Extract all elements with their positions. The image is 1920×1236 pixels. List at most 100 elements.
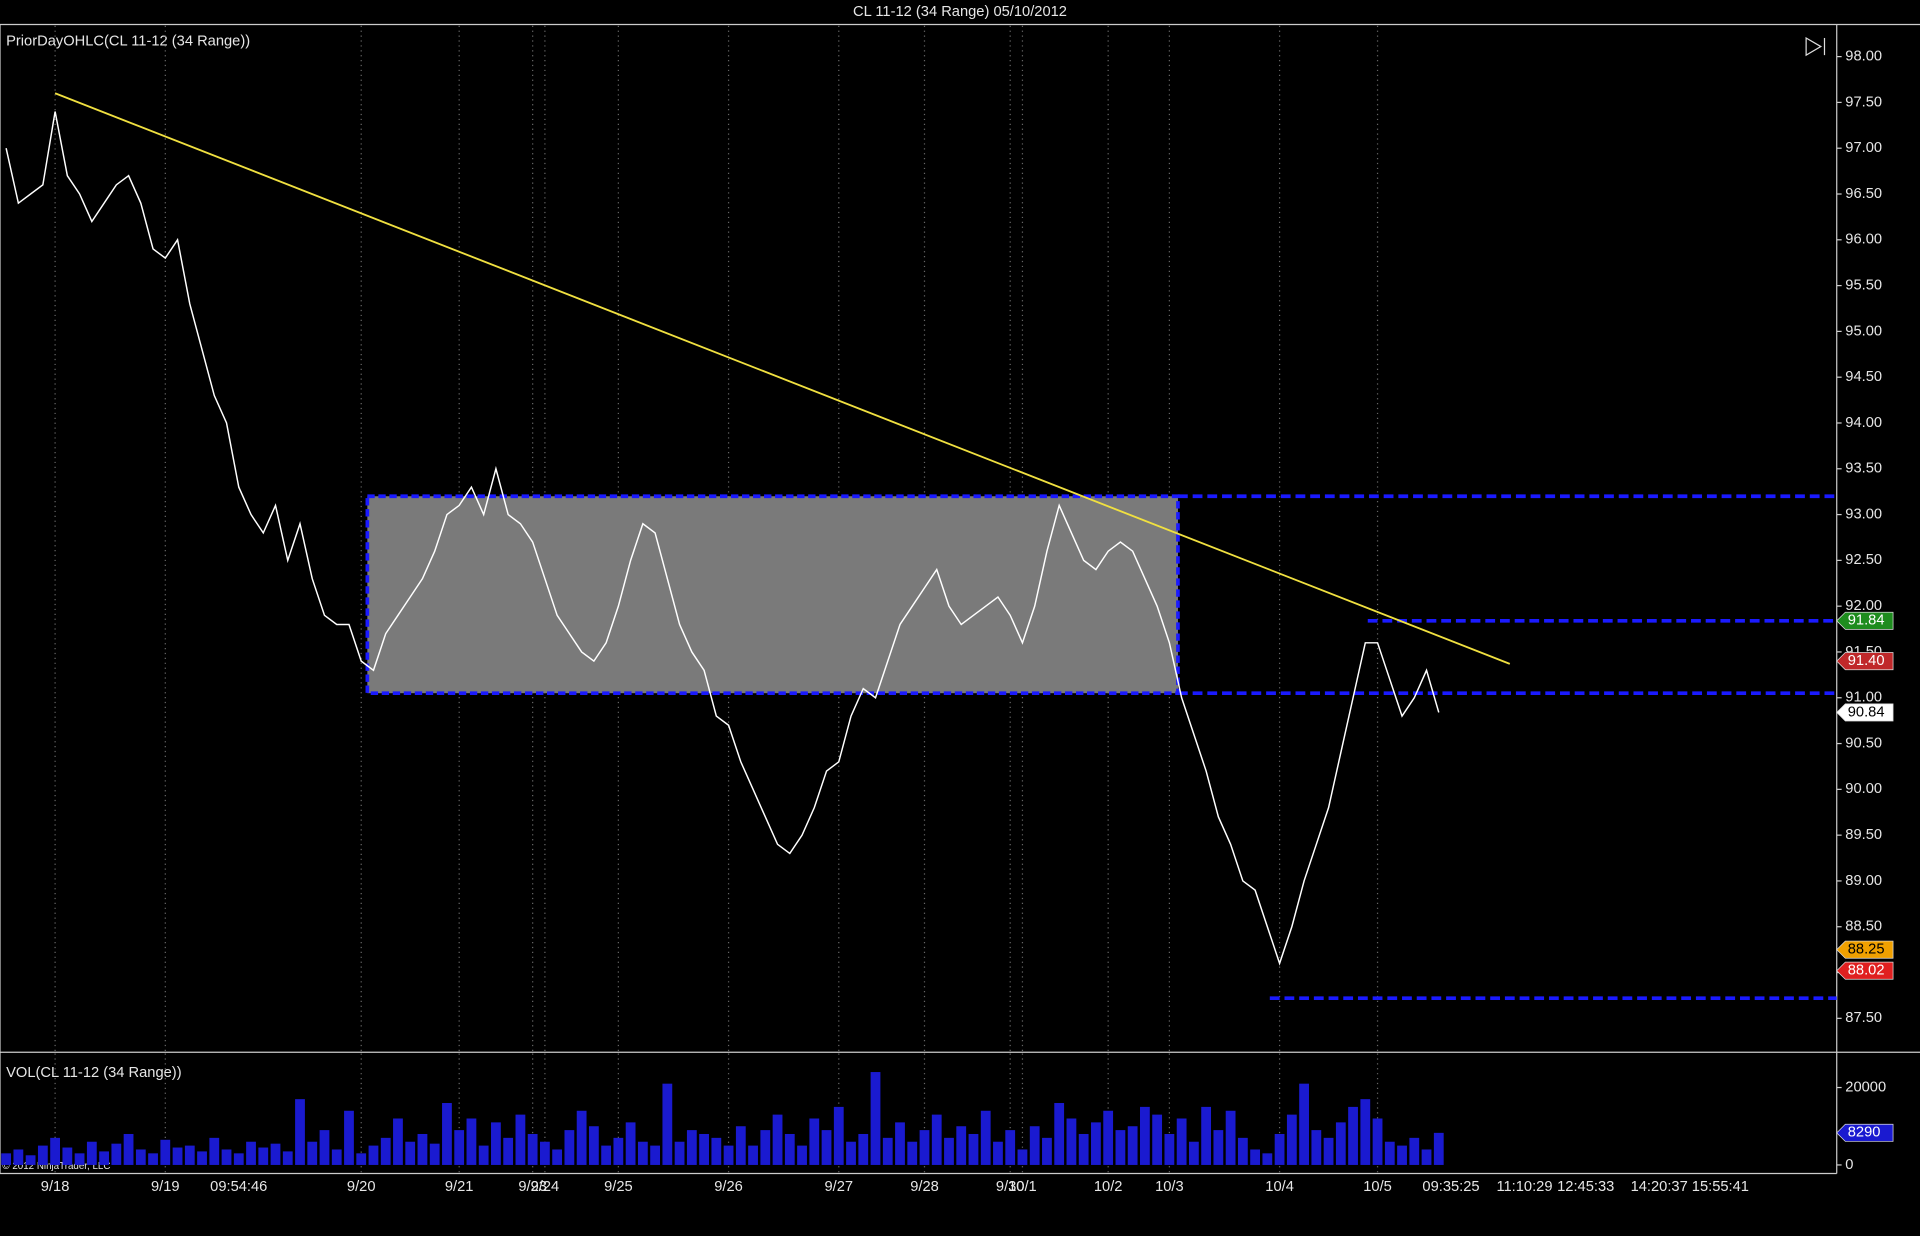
- volume-bar: [564, 1130, 575, 1165]
- volume-bar: [13, 1149, 24, 1165]
- x-tick-label: 10/1: [1008, 1179, 1037, 1195]
- y-tick-label: 91.00: [1845, 690, 1882, 706]
- price-marker-label: 90.84: [1848, 704, 1885, 720]
- y-tick-label: 97.50: [1845, 94, 1882, 110]
- price-marker: [1836, 652, 1894, 671]
- y-tick-label: 92.00: [1845, 598, 1882, 614]
- volume-bar: [515, 1114, 526, 1165]
- volume-bar: [1188, 1141, 1199, 1165]
- x-tick-label: 10/4: [1265, 1179, 1294, 1195]
- volume-bar: [1274, 1133, 1285, 1165]
- volume-bar: [833, 1106, 844, 1165]
- volume-bar: [552, 1149, 563, 1165]
- volume-bar: [197, 1151, 207, 1165]
- price-marker-label: 88.02: [1848, 963, 1885, 979]
- volume-bar: [931, 1114, 942, 1165]
- volume-bar: [1286, 1114, 1297, 1165]
- y-tick-label: 87.50: [1845, 1010, 1882, 1026]
- y-tick-label: 95.00: [1845, 323, 1882, 339]
- y-tick-label: 89.50: [1845, 827, 1882, 843]
- x-tick-label: 14:20:37: [1631, 1179, 1688, 1195]
- volume-bar: [442, 1103, 452, 1165]
- volume-bar: [1250, 1149, 1260, 1165]
- volume-bar: [674, 1141, 685, 1165]
- x-tick-label: 9/18: [41, 1179, 70, 1195]
- volume-bar: [258, 1147, 269, 1165]
- volume-bar: [1372, 1118, 1383, 1165]
- volume-bar: [588, 1126, 599, 1165]
- price-line: [5, 111, 1440, 966]
- volume-bar: [246, 1141, 256, 1165]
- volume-bar: [1078, 1133, 1089, 1165]
- x-tick-label: 09:35:25: [1422, 1179, 1479, 1195]
- price-marker: [1836, 703, 1894, 722]
- volume-bar: [723, 1145, 734, 1165]
- volume-bar: [1201, 1106, 1212, 1165]
- volume-bar: [1005, 1130, 1016, 1165]
- volume-bar: [662, 1083, 673, 1165]
- volume-bar: [1299, 1083, 1309, 1165]
- volume-bar: [686, 1130, 697, 1165]
- volume-bar: [405, 1141, 416, 1165]
- volume-bar: [454, 1130, 465, 1165]
- volume-bar: [1384, 1141, 1395, 1165]
- y-tick-label: 90.00: [1845, 781, 1882, 797]
- y-tick-label: 0: [1845, 1157, 1853, 1173]
- volume-bar: [858, 1133, 869, 1165]
- volume-bar: [809, 1118, 820, 1165]
- y-tick-label: 20000: [1845, 1079, 1886, 1095]
- volume-bar: [760, 1130, 771, 1165]
- volume-bar: [821, 1130, 832, 1165]
- scroll-icon[interactable]: [1805, 36, 1826, 57]
- volume-bar: [1335, 1122, 1346, 1165]
- volume-marker-label: 8290: [1848, 1125, 1881, 1141]
- x-tick-label: 12:45:33: [1557, 1179, 1614, 1195]
- volume-bar: [1, 1153, 12, 1165]
- volume-bar: [711, 1137, 722, 1165]
- volume-bar: [1397, 1145, 1407, 1165]
- volume-bar: [1348, 1106, 1358, 1165]
- y-tick-label: 95.50: [1845, 277, 1882, 293]
- volume-bar: [699, 1133, 709, 1165]
- volume-bar: [637, 1141, 648, 1165]
- volume-bar: [870, 1072, 881, 1165]
- y-tick-label: 96.50: [1845, 186, 1882, 202]
- price-indicator: PriorDayOHLC(CL 11-12 (34 Range)): [6, 34, 250, 50]
- volume-bar: [282, 1151, 293, 1165]
- volume-bar: [478, 1145, 489, 1165]
- x-tick-label: 15:55:41: [1692, 1179, 1749, 1195]
- volume-bar: [111, 1143, 122, 1165]
- price-marker: [1836, 611, 1894, 630]
- volume-bar: [907, 1141, 918, 1165]
- volume-bar: [944, 1137, 954, 1165]
- x-tick-label: 9/23: [518, 1179, 547, 1195]
- volume-bar: [148, 1153, 158, 1165]
- volume-bar: [503, 1137, 514, 1165]
- volume-bar: [62, 1147, 73, 1165]
- volume-bar: [748, 1145, 758, 1165]
- volume-bar: [1127, 1126, 1138, 1165]
- volume-bar: [221, 1149, 232, 1165]
- volume-bar: [491, 1122, 501, 1165]
- volume-indicator: VOL(CL 11-12 (34 Range)): [6, 1065, 181, 1081]
- volume-bar: [1042, 1137, 1052, 1165]
- volume-bar: [135, 1149, 146, 1165]
- volume-bar: [380, 1137, 391, 1165]
- price-marker: [1836, 940, 1894, 959]
- volume-bar: [319, 1130, 330, 1165]
- volume-bar: [1066, 1118, 1077, 1165]
- x-tick-label: 9/25: [604, 1179, 633, 1195]
- x-tick-label: 9/21: [445, 1179, 474, 1195]
- x-tick-label: 9/27: [824, 1179, 853, 1195]
- volume-bar: [368, 1145, 379, 1165]
- volume-bar: [576, 1110, 587, 1165]
- volume-bar: [625, 1122, 636, 1165]
- volume-bar: [86, 1141, 97, 1165]
- trendline: [54, 92, 1511, 665]
- volume-bar: [1140, 1106, 1150, 1165]
- volume-bar: [50, 1137, 60, 1165]
- volume-bar: [1152, 1114, 1163, 1165]
- volume-bar: [160, 1139, 171, 1165]
- volume-bar: [184, 1145, 195, 1165]
- volume-bar: [1360, 1099, 1371, 1165]
